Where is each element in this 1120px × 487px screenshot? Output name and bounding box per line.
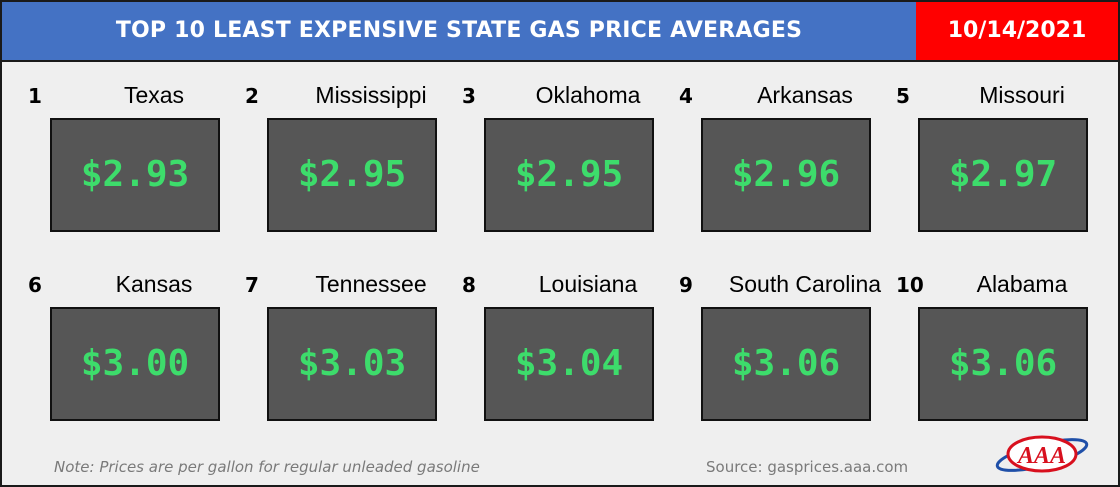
state-name: South Carolina xyxy=(728,271,882,297)
header: TOP 10 LEAST EXPENSIVE STATE GAS PRICE A… xyxy=(2,2,1118,62)
price-display: $2.93 xyxy=(50,118,220,232)
rank-number: 4 xyxy=(679,84,693,108)
price-display: $2.96 xyxy=(701,118,871,232)
footnote: Note: Prices are per gallon for regular … xyxy=(54,458,480,476)
date-badge: 10/14/2021 xyxy=(916,2,1118,60)
price-display: $3.06 xyxy=(701,307,871,421)
rank-number: 5 xyxy=(896,84,910,108)
state-name: Arkansas xyxy=(757,82,853,108)
state-name: Kansas xyxy=(115,271,193,297)
state-name: Tennessee xyxy=(315,271,427,297)
price-display: $3.03 xyxy=(267,307,437,421)
state-card: 7 Tennessee $3.03 xyxy=(245,251,462,431)
rank-number: 2 xyxy=(245,84,259,108)
price-display: $2.97 xyxy=(918,118,1088,232)
rank-number: 7 xyxy=(245,273,259,297)
state-card: 9 South Carolina $3.06 xyxy=(679,251,896,431)
state-name: Missouri xyxy=(979,82,1065,108)
price-display: $2.95 xyxy=(484,118,654,232)
svg-text:AAA: AAA xyxy=(1016,443,1066,469)
price-display: $3.06 xyxy=(918,307,1088,421)
state-name: Louisiana xyxy=(538,271,638,297)
state-card: 5 Missouri $2.97 xyxy=(896,62,1113,242)
state-name: Oklahoma xyxy=(535,82,641,108)
rank-number: 3 xyxy=(462,84,476,108)
rank-number: 8 xyxy=(462,273,476,297)
state-card: 2 Mississippi $2.95 xyxy=(245,62,462,242)
rank-number: 6 xyxy=(28,273,42,297)
source-credit: Source: gasprices.aaa.com xyxy=(706,458,909,476)
state-name: Alabama xyxy=(976,271,1068,297)
price-display: $3.00 xyxy=(50,307,220,421)
aaa-logo: AAA xyxy=(995,435,1089,473)
state-card: 6 Kansas $3.00 xyxy=(28,251,245,431)
rank-number: 9 xyxy=(679,273,693,297)
page-title: TOP 10 LEAST EXPENSIVE STATE GAS PRICE A… xyxy=(2,2,916,60)
state-card: 1 Texas $2.93 xyxy=(28,62,245,242)
state-card: 8 Louisiana $3.04 xyxy=(462,251,679,431)
rank-number: 10 xyxy=(896,273,924,297)
state-grid: 1 Texas $2.93 2 Mississippi $2.95 3 Okla… xyxy=(2,62,1118,432)
price-display: $2.95 xyxy=(267,118,437,232)
state-name: Mississippi xyxy=(315,82,427,108)
state-card: 10 Alabama $3.06 xyxy=(896,251,1113,431)
price-display: $3.04 xyxy=(484,307,654,421)
state-card: 4 Arkansas $2.96 xyxy=(679,62,896,242)
rank-number: 1 xyxy=(28,84,42,108)
state-card: 3 Oklahoma $2.95 xyxy=(462,62,679,242)
state-name: Texas xyxy=(123,82,185,108)
